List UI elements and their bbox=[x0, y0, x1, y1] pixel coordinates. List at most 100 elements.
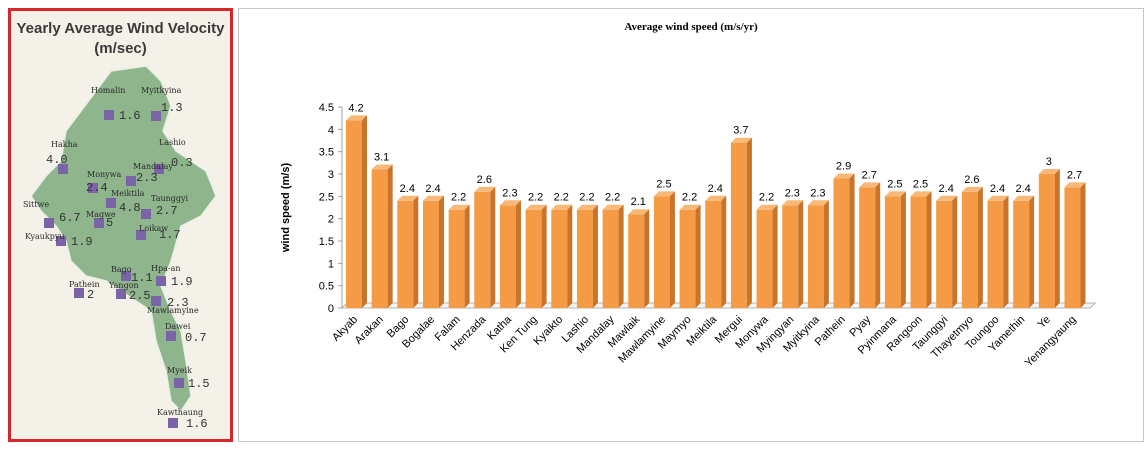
map-place-value: 2.5 bbox=[129, 289, 151, 303]
data-label: 2.2 bbox=[682, 192, 697, 204]
data-label: 2.4 bbox=[1016, 183, 1031, 195]
map-title: Yearly Average Wind Velocity (m/sec) bbox=[11, 19, 230, 59]
y-axis-label: wind speed (m/s) bbox=[280, 163, 292, 254]
bar-side bbox=[362, 115, 367, 309]
bar-side bbox=[695, 204, 701, 308]
bar-side bbox=[644, 209, 650, 308]
bar bbox=[653, 191, 675, 308]
bar-side bbox=[1029, 195, 1035, 308]
map-place-value: 4.8 bbox=[119, 201, 141, 215]
data-label: 2.5 bbox=[913, 178, 928, 190]
bar-top bbox=[628, 209, 650, 215]
data-label: 2.4 bbox=[939, 183, 954, 195]
bar bbox=[448, 204, 470, 308]
data-label: 4.2 bbox=[348, 102, 363, 114]
map-panel: Homalin 1.6 Myitkyina 1.3 Hakha 4.0 Lashio 0.3 M… bbox=[8, 8, 233, 442]
bar-front bbox=[1013, 200, 1030, 308]
map-marker bbox=[141, 209, 151, 219]
bar bbox=[807, 200, 829, 308]
y-tick-label: 1 bbox=[328, 258, 334, 270]
bar bbox=[346, 115, 367, 309]
bar-side bbox=[490, 186, 496, 308]
map-place-value: 1.5 bbox=[188, 377, 210, 391]
data-label: 2.7 bbox=[1067, 169, 1082, 181]
bar bbox=[884, 191, 906, 308]
bar-side bbox=[438, 195, 444, 308]
bar-front bbox=[551, 209, 568, 308]
x-tick-label: Arakan bbox=[353, 314, 386, 347]
map-marker bbox=[121, 271, 131, 281]
bar-top bbox=[499, 200, 521, 206]
bar-top bbox=[1038, 169, 1060, 174]
bar bbox=[756, 204, 778, 308]
y-tick-label: 2 bbox=[328, 214, 334, 226]
map-place-value: 1.9 bbox=[171, 275, 193, 289]
bar-front bbox=[833, 178, 850, 308]
bar-side bbox=[387, 164, 393, 308]
bar-top bbox=[730, 137, 752, 143]
bar-side bbox=[875, 182, 881, 308]
bar bbox=[910, 191, 932, 308]
bar-front bbox=[859, 187, 876, 308]
map-place-name: Kyaukpyu bbox=[25, 232, 65, 241]
bar-side bbox=[823, 200, 829, 308]
bar-side bbox=[618, 204, 624, 308]
data-label: 2.1 bbox=[631, 196, 646, 208]
myanmar-map: Homalin1.6Myitkyina1.3Hakha4.0Lashio0.3M… bbox=[23, 65, 217, 431]
map-place-value: 1.3 bbox=[161, 101, 183, 115]
y-tick-label: 4.5 bbox=[319, 102, 334, 114]
bar bbox=[397, 195, 419, 308]
bar bbox=[1013, 195, 1035, 308]
bar bbox=[499, 200, 521, 308]
bar-front bbox=[448, 209, 465, 308]
bar-front bbox=[1064, 187, 1081, 308]
map-marker bbox=[44, 218, 54, 228]
chart-panel: Average wind speed (m/s/yr) 0 0.5 1 1.5 2 2.5… bbox=[238, 8, 1144, 442]
bar-top bbox=[961, 186, 983, 192]
bar-top bbox=[756, 204, 778, 210]
bar bbox=[525, 204, 547, 308]
map-marker bbox=[126, 176, 136, 186]
bar-front bbox=[884, 196, 901, 308]
map-place-value: 2.4 bbox=[86, 181, 108, 195]
bar-front bbox=[602, 209, 619, 308]
y-tick-label: 3 bbox=[328, 169, 334, 181]
bar-top bbox=[705, 195, 727, 201]
y-tick-label: 4 bbox=[328, 124, 334, 136]
bar-front bbox=[807, 205, 824, 308]
map-place-value: 2.3 bbox=[136, 171, 158, 185]
map-marker bbox=[154, 164, 164, 174]
map-marker bbox=[151, 111, 161, 121]
bar bbox=[730, 137, 752, 308]
bar-top bbox=[551, 204, 573, 210]
bar-top bbox=[397, 195, 419, 201]
bar bbox=[987, 195, 1009, 308]
bar bbox=[1064, 182, 1086, 308]
bar bbox=[371, 164, 393, 308]
map-place-name: Bago bbox=[111, 265, 132, 274]
map-title-line2: (m/sec) bbox=[94, 40, 147, 57]
data-label: 2.3 bbox=[810, 187, 825, 199]
bar bbox=[628, 209, 650, 308]
data-label: 2.2 bbox=[451, 192, 466, 204]
map-marker bbox=[56, 236, 66, 246]
map-place-value: 0.3 bbox=[171, 156, 193, 170]
bar-front bbox=[576, 209, 593, 308]
bar-top bbox=[602, 204, 624, 210]
bar-front bbox=[474, 191, 491, 308]
bar-side bbox=[541, 204, 547, 308]
bar-chart: 0 0.5 1 1.5 2 2.5 3 3.5 4 4.5 wind speed (m/s) 4.2 A… bbox=[280, 102, 1097, 369]
map-place-value: 2 bbox=[87, 288, 94, 302]
map-marker bbox=[106, 198, 116, 208]
map-marker bbox=[88, 183, 98, 193]
bar-front bbox=[910, 196, 927, 308]
bar bbox=[833, 173, 855, 308]
bar bbox=[474, 186, 496, 308]
bar-front bbox=[961, 191, 978, 308]
map-place-value: 5 bbox=[106, 216, 113, 230]
data-label: 2.2 bbox=[605, 192, 620, 204]
bar bbox=[1038, 169, 1060, 308]
bar-front bbox=[987, 200, 1004, 308]
bar-front bbox=[679, 209, 696, 308]
map-place-name: Hpa-an bbox=[151, 264, 181, 273]
